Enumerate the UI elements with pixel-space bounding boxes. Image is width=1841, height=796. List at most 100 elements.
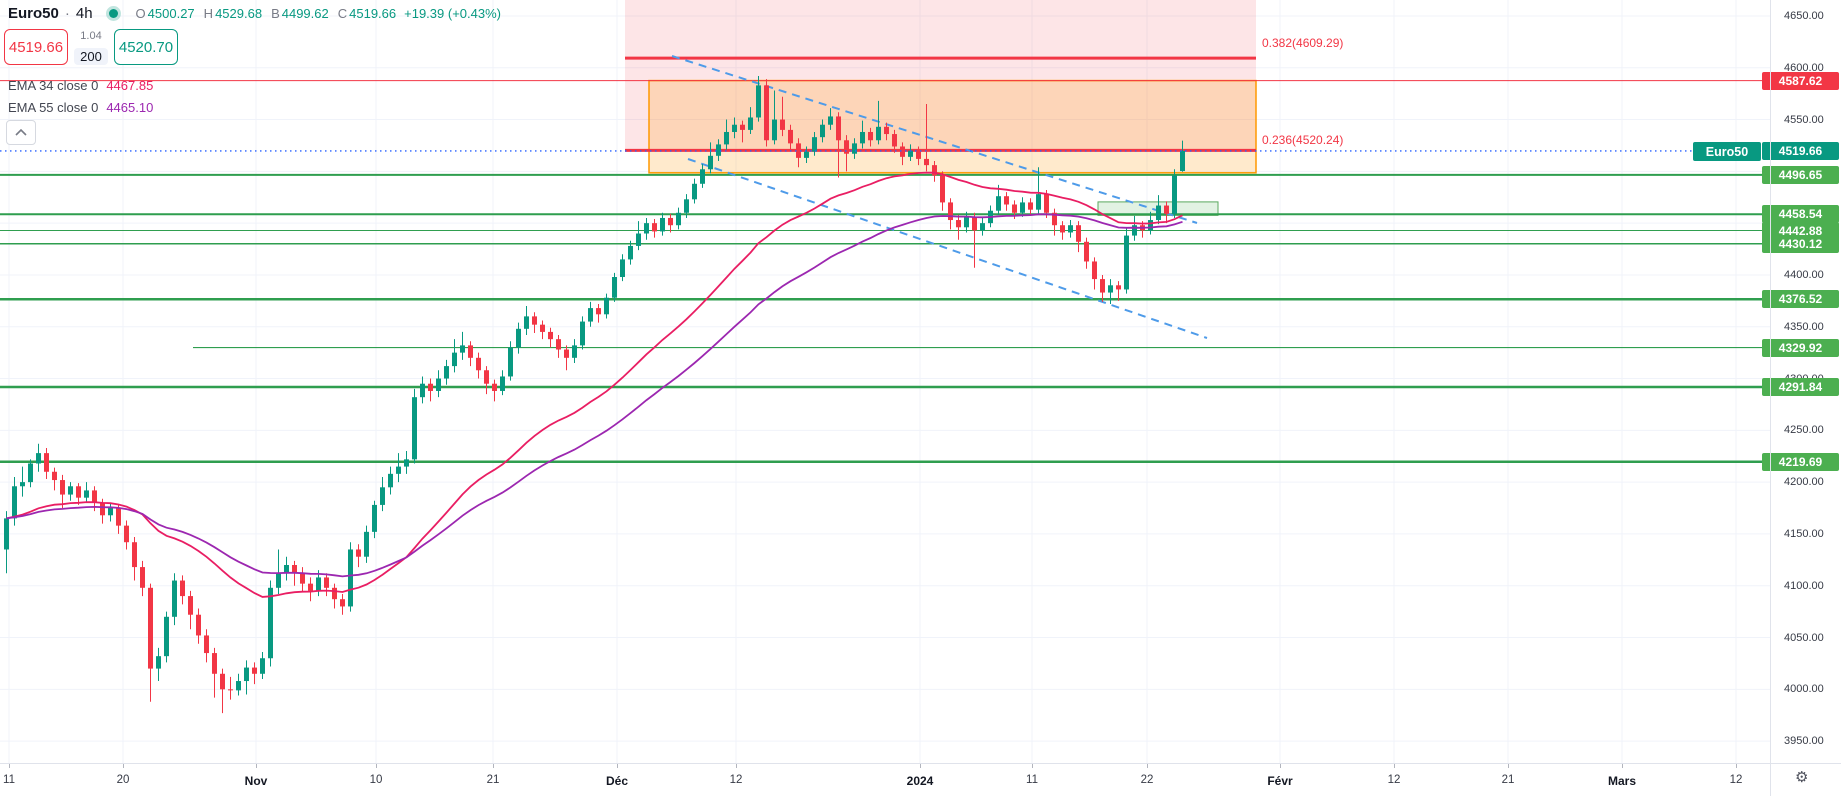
- candle-body: [508, 347, 513, 377]
- candle-body: [876, 126, 881, 141]
- candle-body: [84, 490, 89, 498]
- time-tick-mark: [736, 764, 737, 768]
- candle-body: [1052, 212, 1057, 226]
- candle-body: [1004, 196, 1009, 205]
- time-axis-separator: [0, 763, 1841, 764]
- candle-body: [540, 324, 545, 332]
- trendline-1: [671, 55, 1198, 224]
- price-axis-label: 4050.00: [1784, 631, 1824, 644]
- candle-body: [828, 116, 833, 125]
- candle-body: [28, 463, 33, 483]
- candle-body: [284, 565, 289, 574]
- time-axis-label: 12: [1387, 774, 1401, 786]
- time-tick-mark: [493, 764, 494, 768]
- candle-body: [524, 316, 529, 329]
- time-axis-label: 12: [729, 774, 743, 786]
- candle-body: [1044, 194, 1049, 213]
- candle-body: [164, 616, 169, 657]
- price-axis-label: 4150.00: [1784, 527, 1824, 540]
- candle-body: [12, 486, 17, 519]
- candle-body: [236, 681, 241, 691]
- candle-body: [292, 565, 297, 574]
- candle-body: [468, 345, 473, 358]
- candle-body: [796, 143, 801, 158]
- open-value: 4500.27: [147, 6, 195, 21]
- time-axis[interactable]: 11 20 Nov 10 21 Déc 12 2024 11 22 Févr 12 21 Mars 12: [0, 764, 1770, 796]
- candle-body: [1036, 194, 1041, 210]
- time-axis-label: 2024: [906, 774, 934, 788]
- candle-body: [948, 202, 953, 221]
- price-axis-label: 4600.00: [1784, 61, 1824, 74]
- price-tag-4430.12: 4430.12: [1762, 234, 1839, 253]
- candle-body: [228, 689, 233, 691]
- gear-icon[interactable]: ⚙: [1795, 769, 1809, 786]
- symbol-name[interactable]: Euro50: [8, 5, 59, 22]
- candle-body: [364, 531, 369, 557]
- candle-body: [308, 583, 313, 591]
- time-axis-label: Févr: [1267, 774, 1293, 788]
- price-axis-label: 3950.00: [1784, 735, 1824, 748]
- price-axis[interactable]: 4650.004600.004550.004500.004450.004400.…: [1762, 0, 1841, 763]
- quantity-field[interactable]: 200: [74, 48, 108, 65]
- candle-body: [516, 328, 521, 348]
- chart-canvas[interactable]: 0.382(4609.29) 0.236(4520.24): [0, 0, 1770, 763]
- candle-body: [772, 119, 777, 141]
- candle-body: [156, 656, 161, 669]
- candle-body: [644, 223, 649, 234]
- candle-body: [548, 331, 553, 340]
- candle-body: [532, 316, 537, 325]
- candle-body: [380, 487, 385, 505]
- candle-body: [260, 658, 265, 674]
- fib-level-0382-label: 0.382(4609.29): [1262, 36, 1344, 50]
- candle-body: [1020, 202, 1025, 213]
- candle-body: [444, 366, 449, 379]
- candle-body: [212, 653, 217, 674]
- buy-button[interactable]: 4520.70: [114, 29, 178, 65]
- candle-body: [36, 453, 41, 464]
- candle-body: [1060, 225, 1065, 233]
- price-axis-label: 4650.00: [1784, 9, 1824, 22]
- candle-body: [804, 151, 809, 158]
- candle-body: [76, 486, 81, 498]
- ema-34-line: [6, 171, 1183, 598]
- candle-body: [596, 308, 601, 315]
- candle-body: [756, 85, 761, 118]
- candle-body: [1116, 285, 1121, 290]
- ema55-value: 4465.10: [106, 100, 154, 115]
- price-tag-4219.69: 4219.69: [1762, 452, 1839, 471]
- candle-body: [172, 580, 177, 617]
- candle-body: [108, 508, 113, 516]
- high-label: H: [203, 6, 214, 21]
- candle-body: [140, 567, 145, 588]
- candle-body: [556, 339, 561, 350]
- chevron-up-icon: [15, 129, 27, 136]
- time-axis-label: Déc: [605, 774, 629, 788]
- candle-body: [748, 117, 753, 130]
- collapse-legend-button[interactable]: [6, 120, 36, 145]
- candle-body: [484, 370, 489, 384]
- candle-body: [852, 143, 857, 154]
- ema34-name: EMA 34 close 0: [8, 78, 99, 93]
- candle-body: [1100, 279, 1105, 293]
- candle-body: [924, 158, 929, 166]
- candle-body: [388, 473, 393, 488]
- candle-body: [900, 146, 905, 157]
- indicator-legend-ema34[interactable]: EMA 34 close 0 4467.85: [8, 78, 153, 93]
- price-tag-4458.54: 4458.54: [1762, 205, 1839, 224]
- candle-body: [580, 321, 585, 346]
- sell-button[interactable]: 4519.66: [4, 29, 68, 65]
- time-axis-label: Mars: [1607, 774, 1637, 788]
- candle-body: [1148, 220, 1153, 231]
- price-axis-label: 4350.00: [1784, 320, 1824, 333]
- candle-body: [316, 577, 321, 591]
- candle-body: [1076, 225, 1081, 242]
- candle-body: [612, 277, 617, 298]
- indicator-legend-ema55[interactable]: EMA 55 close 0 4465.10: [8, 100, 153, 115]
- candlestick-chart[interactable]: [0, 0, 1770, 763]
- price-tag-4496.65: 4496.65: [1762, 165, 1839, 184]
- candle-body: [956, 220, 961, 228]
- price-axis-label: 4400.00: [1784, 268, 1824, 281]
- candle-body: [412, 397, 417, 460]
- candle-body: [932, 165, 937, 176]
- chart-interval[interactable]: 4h: [75, 5, 93, 22]
